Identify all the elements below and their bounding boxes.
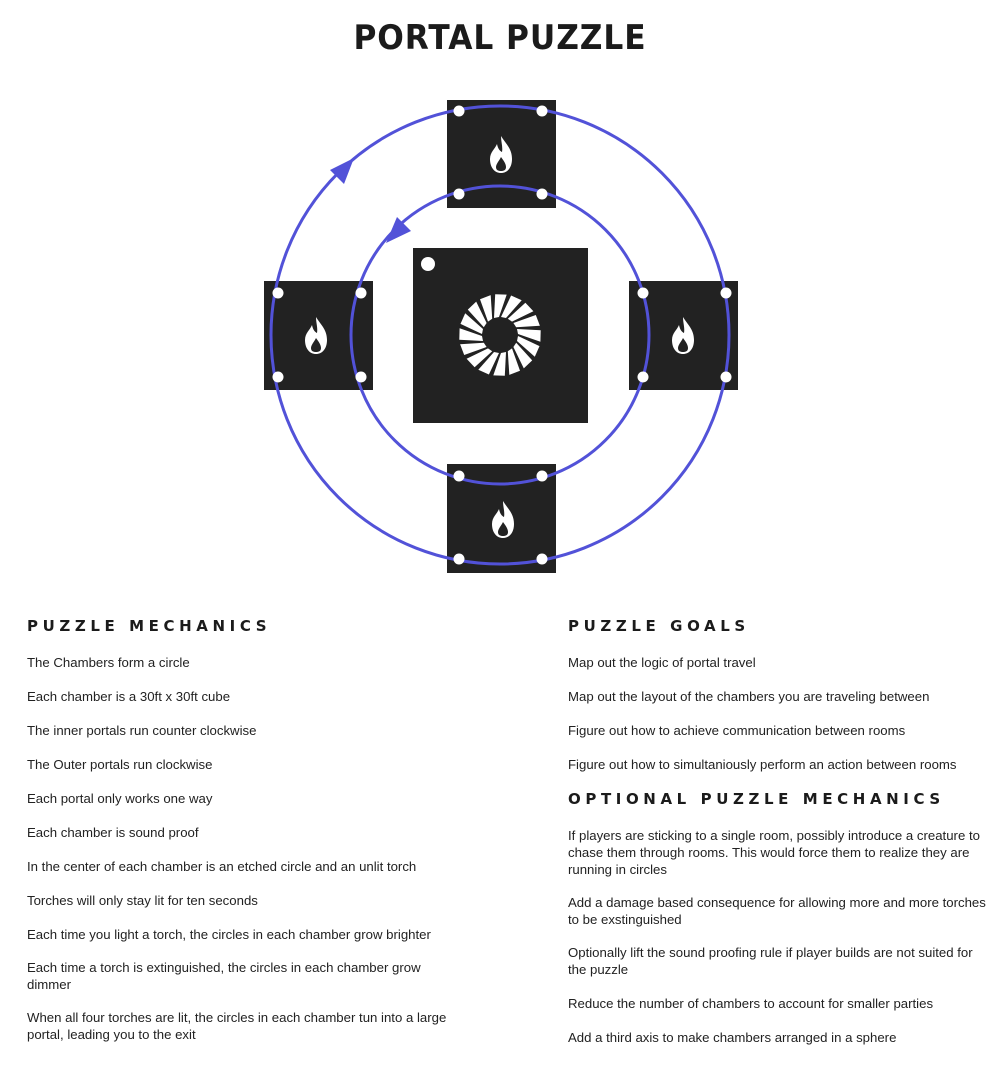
swirl-segment [513, 342, 533, 369]
swirl-segment [507, 348, 520, 375]
list-item: Figure out how to simultaniously perform… [568, 757, 957, 772]
goals-heading: PUZZLE GOALS [568, 617, 750, 635]
swirl-segment [494, 294, 507, 318]
chamber-center [413, 248, 588, 423]
portal-dot [453, 105, 465, 117]
portal-dot [355, 287, 367, 299]
mechanics-heading: PUZZLE MECHANICS [27, 617, 272, 635]
list-item: Each time a torch is extinguished, the c… [27, 960, 421, 992]
portal-dot [720, 371, 732, 383]
page-title: PORTAL PUZZLE [353, 18, 647, 58]
swirl-segment [507, 302, 534, 322]
swirl-segment [480, 295, 493, 322]
swirl-segment [460, 313, 483, 334]
center-marker-dot [421, 257, 435, 271]
optional-list: If players are sticking to a single room… [568, 827, 993, 1046]
swirl-segment [517, 329, 541, 342]
swirl-segment [467, 301, 487, 328]
portal-dot [453, 470, 465, 482]
list-item: In the center of each chamber is an etch… [27, 859, 417, 874]
list-item: Map out the logic of portal travel [568, 655, 756, 670]
list-item: The inner portals run counter clockwise [27, 723, 257, 738]
portal-dot [637, 287, 649, 299]
portal-dot [536, 470, 548, 482]
clockwise-arrow-icon [330, 158, 354, 184]
mechanics-list: The Chambers form a circle Each chamber i… [27, 654, 457, 1043]
swirl-segment [460, 342, 487, 355]
chamber-bottom [447, 464, 556, 573]
list-item: Figure out how to achieve communication … [568, 723, 906, 738]
list-item: Optionally lift the sound proofing rule … [568, 945, 973, 977]
portal-dot [536, 188, 548, 200]
list-item: When all four torches are lit, the circl… [27, 1010, 447, 1042]
portal-dot [272, 371, 284, 383]
outer-portal-ring [269, 104, 731, 566]
list-item: Each chamber is a 30ft x 30ft cube [27, 689, 231, 704]
swirl-segment [493, 352, 506, 376]
swirl-segment [459, 328, 483, 341]
chamber-center-room [413, 248, 588, 423]
list-item: If players are sticking to a single room… [568, 828, 980, 877]
swirl-segment [501, 295, 522, 318]
list-item: Each chamber is sound proof [27, 825, 199, 840]
portal-dot [536, 553, 548, 565]
list-item: Map out the layout of the chambers you a… [568, 689, 930, 704]
swirl-segment [517, 336, 540, 357]
swirl-segment [466, 348, 493, 368]
list-item: Each time you light a torch, the circles… [27, 927, 431, 942]
counter-clockwise-arrow-icon [386, 217, 411, 243]
swirl-segment [478, 352, 499, 375]
portal-dot [637, 371, 649, 383]
optional-heading: OPTIONAL PUZZLE MECHANICS [568, 790, 945, 808]
chamber-right [629, 281, 738, 390]
portal-dot [453, 553, 465, 565]
list-item: Reduce the number of chambers to account… [568, 996, 934, 1011]
list-item: The Outer portals run clockwise [27, 757, 213, 772]
list-item: Add a damage based consequence for allow… [568, 895, 986, 927]
list-item: The Chambers form a circle [27, 655, 190, 670]
swirl-segment [513, 315, 540, 328]
portal-dot [272, 287, 284, 299]
portal-diagram [264, 100, 738, 573]
portal-dots [272, 105, 732, 565]
portal-dot [720, 287, 732, 299]
list-item: Each portal only works one way [27, 791, 213, 806]
list-item: Torches will only stay lit for ten secon… [27, 893, 258, 908]
inner-portal-ring [349, 184, 651, 486]
list-item: Add a third axis to make chambers arrang… [568, 1030, 897, 1045]
portal-dot [453, 188, 465, 200]
portal-dot [355, 371, 367, 383]
portal-swirl-icon [459, 294, 541, 376]
portal-dot [536, 105, 548, 117]
goals-list: Map out the logic of portal travel Map ou… [568, 654, 993, 790]
